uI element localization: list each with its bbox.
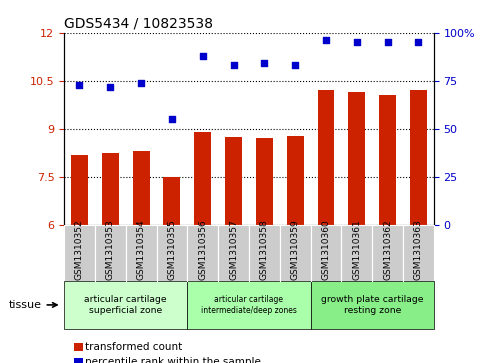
Point [137,80,145,86]
Bar [225,137,242,225]
Point [260,61,268,66]
Point [384,39,391,45]
Text: GSM1310355: GSM1310355 [168,219,176,280]
Point [291,62,299,68]
Text: GSM1310363: GSM1310363 [414,219,423,280]
Text: GSM1310357: GSM1310357 [229,219,238,280]
Point [353,39,361,45]
Text: GSM1310361: GSM1310361 [352,219,361,280]
Text: transformed count: transformed count [85,342,182,352]
Bar [410,90,427,225]
Point [230,62,238,68]
Text: GSM1310362: GSM1310362 [383,219,392,280]
Point [168,116,176,122]
Text: GSM1310360: GSM1310360 [321,219,330,280]
Bar [317,90,334,225]
Point [199,53,207,59]
Text: GSM1310356: GSM1310356 [198,219,207,280]
Bar [379,95,396,225]
Bar [133,151,149,225]
Text: GSM1310358: GSM1310358 [260,219,269,280]
Text: percentile rank within the sample: percentile rank within the sample [85,357,261,363]
Text: tissue: tissue [9,300,42,310]
Point [322,37,330,43]
Bar [194,132,211,225]
Text: GSM1310352: GSM1310352 [75,219,84,280]
Text: growth plate cartilage
resting zone: growth plate cartilage resting zone [321,295,423,315]
Bar [71,155,88,225]
Bar [102,153,119,225]
Bar [349,92,365,225]
Text: GDS5434 / 10823538: GDS5434 / 10823538 [64,16,213,30]
Bar [164,177,180,225]
Text: GSM1310359: GSM1310359 [291,219,300,280]
Point [415,39,423,45]
Point [75,82,83,87]
Text: articular cartilage
superficial zone: articular cartilage superficial zone [84,295,167,315]
Bar [287,136,304,225]
Text: articular cartilage
intermediate/deep zones: articular cartilage intermediate/deep zo… [201,295,297,315]
Text: GSM1310354: GSM1310354 [137,219,145,280]
Bar [256,138,273,225]
Point [106,83,114,89]
Text: GSM1310353: GSM1310353 [106,219,115,280]
